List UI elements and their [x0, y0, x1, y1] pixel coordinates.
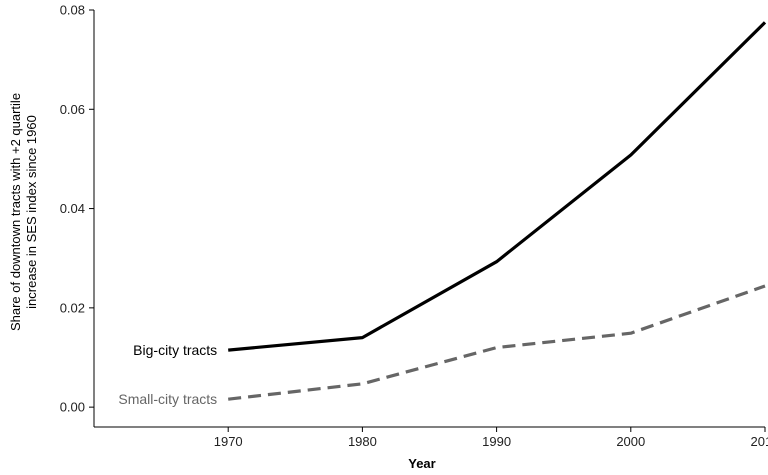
- x-tick-label: 2000: [616, 434, 645, 449]
- y-tick-label: 0.08: [60, 3, 85, 18]
- axes: 0.00 0.02 0.04 0.06 0.08 1970 1980 1990 2000 2010: [60, 3, 768, 450]
- x-tick-label: 1990: [482, 434, 511, 449]
- y-axis-title: Share of downtown tracts with +2 quartil…: [8, 93, 39, 331]
- x-tick-label: 1980: [348, 434, 377, 449]
- y-axis-title-line-2: increase in SES index since 1960: [24, 115, 39, 309]
- x-axis-title: Year: [408, 456, 435, 471]
- series-labels: Big-city tracts Small-city tracts: [118, 342, 217, 407]
- series-line-small-city: [228, 284, 766, 401]
- x-tick-label: 1970: [214, 434, 243, 449]
- series-label-small-city: Small-city tracts: [118, 391, 217, 407]
- y-tick-label: 0.04: [60, 201, 85, 216]
- series-line-big-city: [228, 21, 767, 352]
- y-tick-label: 0.02: [60, 300, 85, 315]
- series-layer: [228, 21, 767, 401]
- y-tick-label: 0.00: [60, 400, 85, 415]
- series-label-big-city: Big-city tracts: [133, 342, 217, 358]
- x-tick-label: 2010: [751, 434, 768, 449]
- y-axis-title-line-1: Share of downtown tracts with +2 quartil…: [8, 93, 23, 331]
- y-tick-label: 0.06: [60, 102, 85, 117]
